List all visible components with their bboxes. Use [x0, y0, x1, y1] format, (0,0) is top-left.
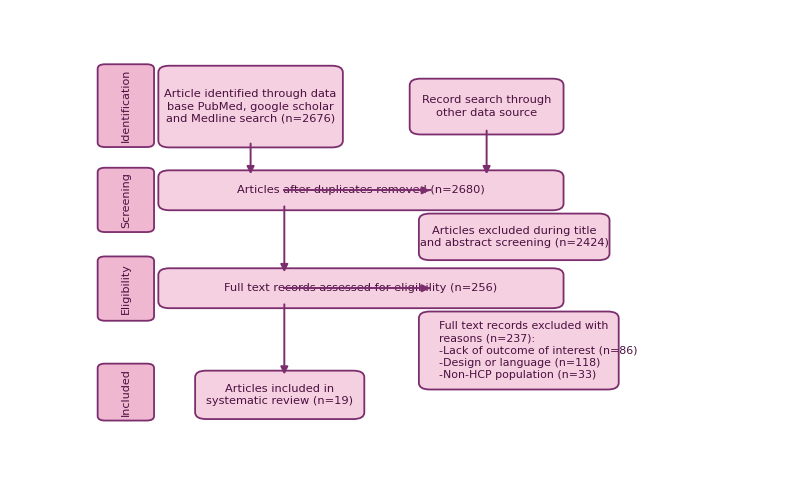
FancyBboxPatch shape: [419, 214, 610, 260]
Text: Articles excluded during title
and abstract screening (n=2424): Articles excluded during title and abstr…: [420, 226, 608, 248]
FancyBboxPatch shape: [158, 268, 563, 308]
Text: Article identified through data
base PubMed, google scholar
and Medline search (: Article identified through data base Pub…: [165, 89, 337, 124]
Text: Screening: Screening: [121, 172, 131, 228]
Text: Articles included in
systematic review (n=19): Articles included in systematic review (…: [206, 384, 354, 406]
Text: Full text records excluded with
reasons (n=237):
-Lack of outcome of interest (n: Full text records excluded with reasons …: [439, 321, 638, 380]
FancyBboxPatch shape: [97, 256, 154, 321]
FancyBboxPatch shape: [419, 312, 619, 389]
FancyBboxPatch shape: [97, 168, 154, 232]
FancyBboxPatch shape: [158, 170, 563, 210]
Text: Included: Included: [121, 368, 131, 416]
Text: Eligibility: Eligibility: [121, 263, 131, 314]
Text: Identification: Identification: [121, 69, 131, 143]
FancyBboxPatch shape: [97, 64, 154, 147]
FancyBboxPatch shape: [158, 66, 343, 147]
FancyBboxPatch shape: [195, 371, 365, 419]
FancyBboxPatch shape: [97, 364, 154, 420]
Text: Record search through
other data source: Record search through other data source: [422, 96, 551, 118]
Text: Full text records assessed for eligibility (n=256): Full text records assessed for eligibili…: [225, 283, 498, 293]
Text: Articles after duplicates removed (n=2680): Articles after duplicates removed (n=268…: [237, 185, 485, 195]
FancyBboxPatch shape: [410, 79, 563, 134]
